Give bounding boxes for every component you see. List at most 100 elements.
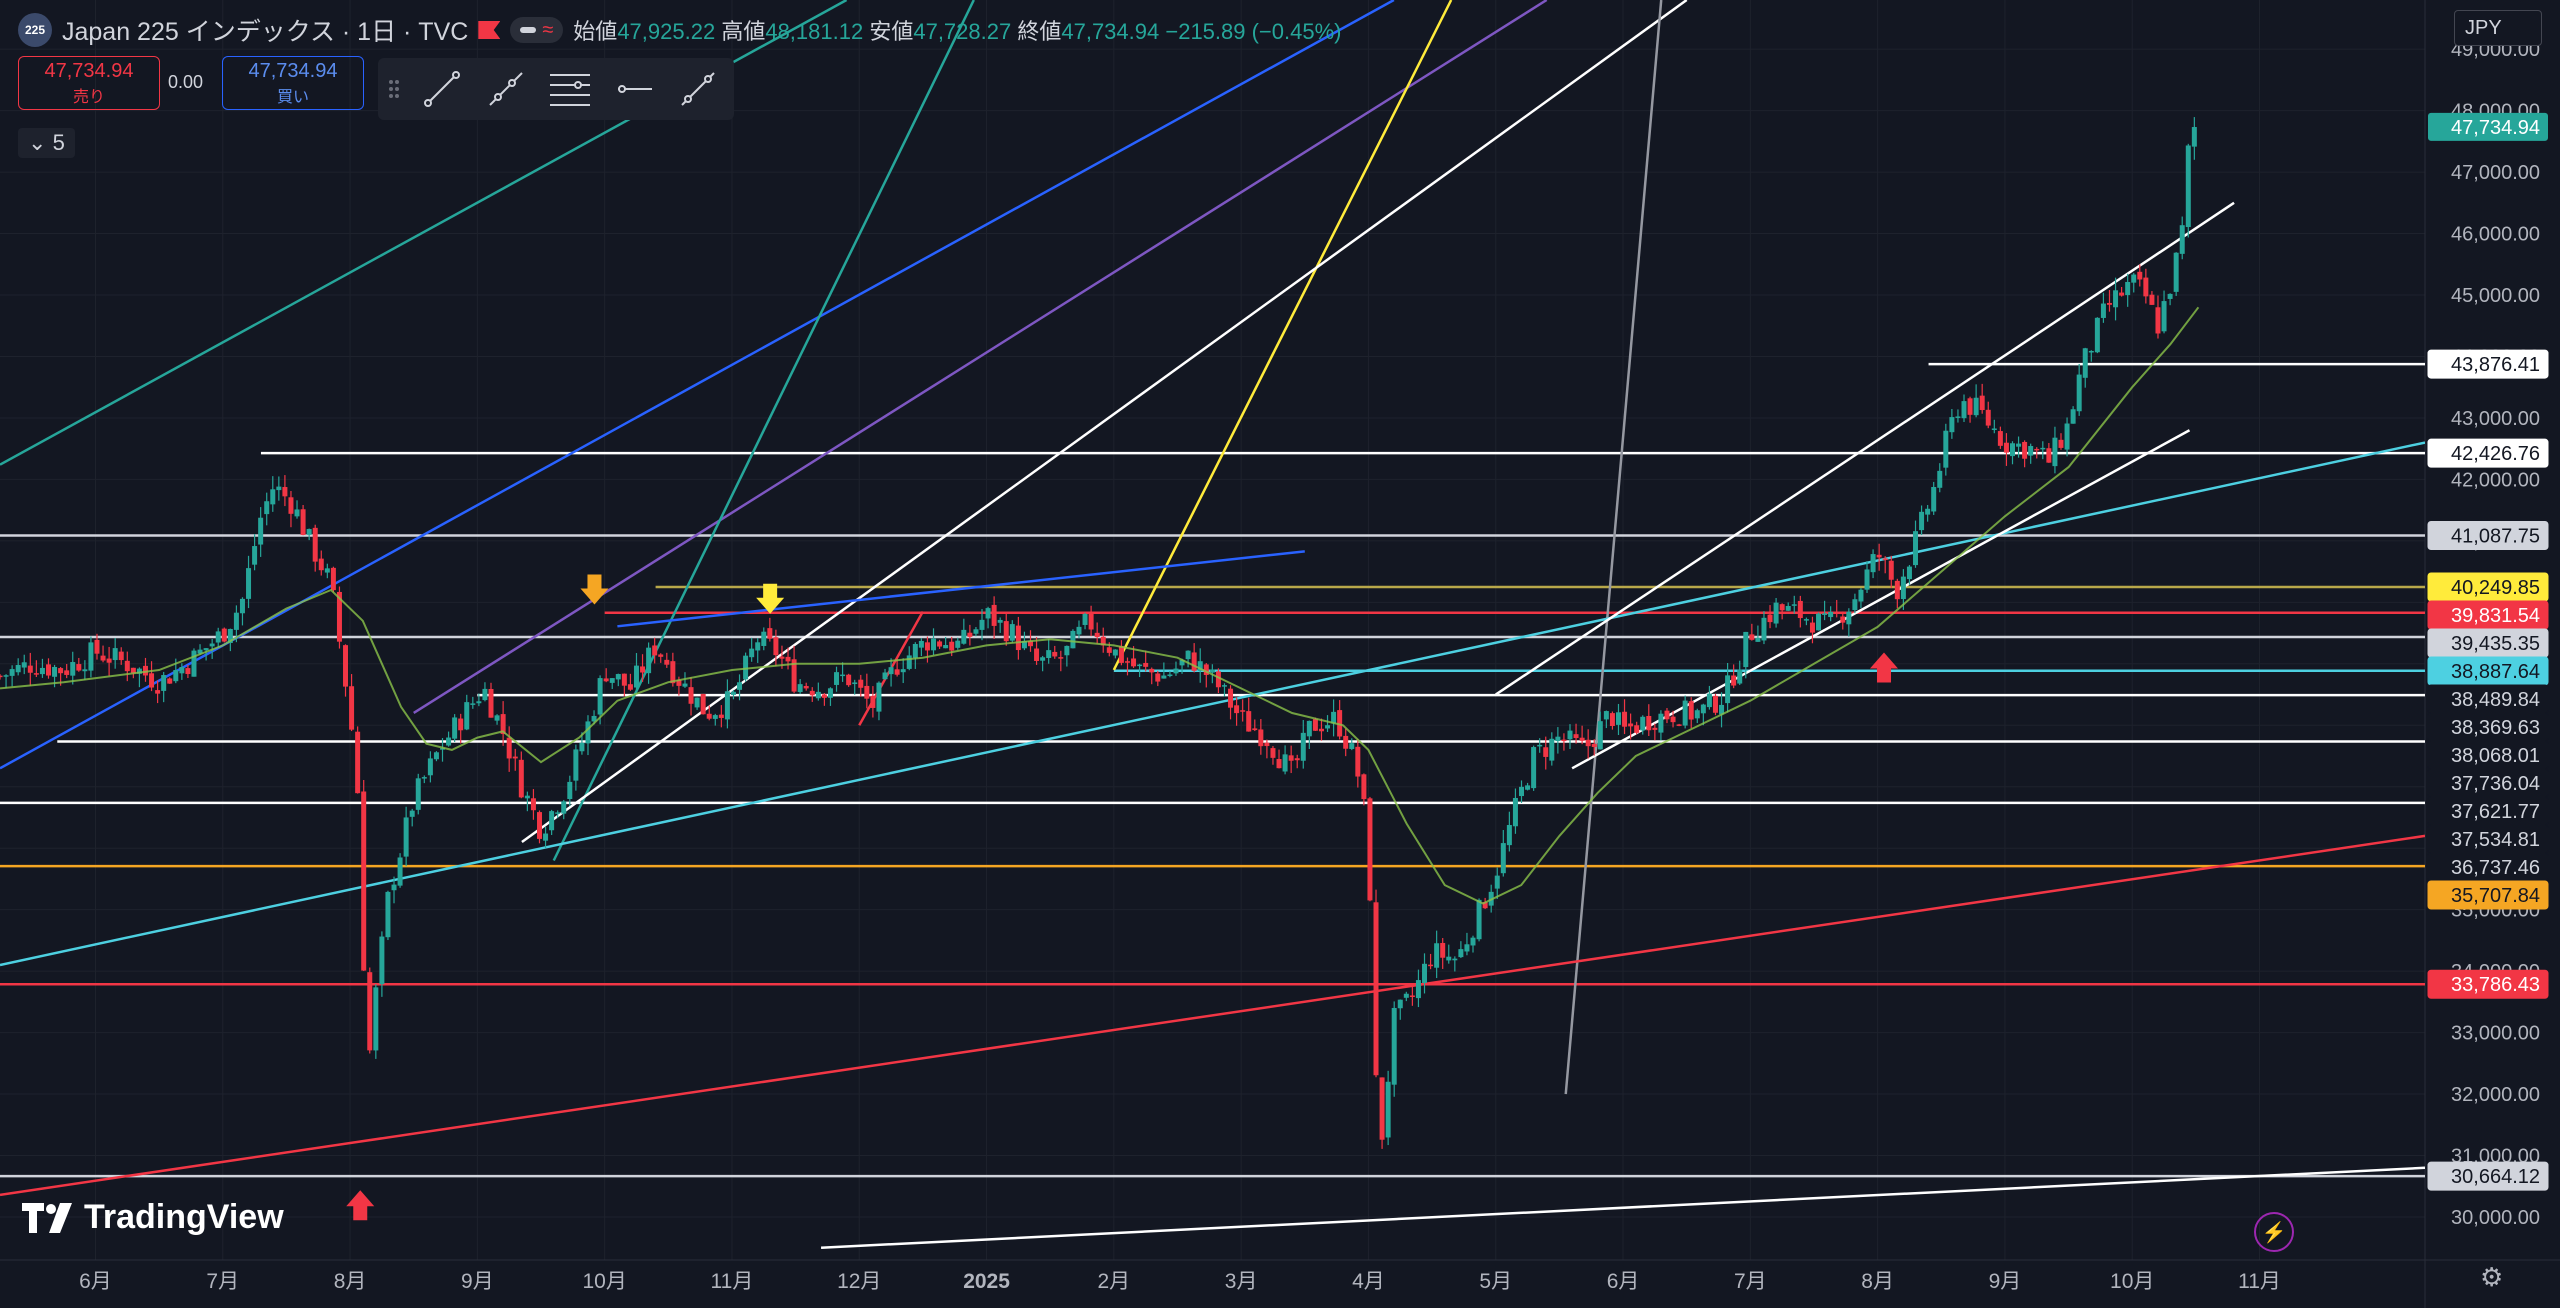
candle-body xyxy=(761,631,767,646)
trend-line[interactable] xyxy=(821,1166,2425,1249)
candle-body xyxy=(1937,470,1943,488)
candle-body xyxy=(652,645,658,656)
candle-body xyxy=(1955,416,1961,418)
trend-line[interactable] xyxy=(1495,201,2235,696)
trend-line[interactable] xyxy=(0,834,2425,1197)
price-label-badge xyxy=(2427,1161,2549,1191)
candle-body xyxy=(15,665,21,673)
arrow-marker[interactable] xyxy=(346,1190,375,1221)
current-price-text: 47,734.94 xyxy=(2451,117,2540,139)
horizontal-lines-icon[interactable] xyxy=(538,58,602,120)
candle-body xyxy=(749,648,755,658)
candle-body xyxy=(1034,648,1040,661)
candle-body xyxy=(1500,843,1506,874)
candle-body xyxy=(1543,747,1549,757)
trend-line[interactable] xyxy=(1564,0,1663,1095)
candle-body xyxy=(906,655,912,669)
candle-body xyxy=(646,647,652,674)
wave-icon[interactable]: ≈ xyxy=(542,19,554,41)
candle-body xyxy=(1131,658,1137,667)
price-axis-label: 33,000.00 xyxy=(2451,1023,2540,1045)
flag-icon[interactable] xyxy=(478,21,501,39)
candle-body xyxy=(1300,732,1306,761)
sell-button[interactable]: 47,734.94 売り xyxy=(18,56,160,110)
candle-body xyxy=(1270,748,1276,758)
drag-handle-icon[interactable] xyxy=(378,58,410,120)
hide-icon[interactable] xyxy=(520,27,537,33)
candle-body xyxy=(294,509,300,517)
candle-body xyxy=(21,662,27,668)
candle-body xyxy=(1391,1007,1397,1085)
candle-body xyxy=(82,669,88,672)
time-axis-label: 12月 xyxy=(837,1270,881,1293)
arrow-marker[interactable] xyxy=(580,574,609,605)
candle-body xyxy=(446,737,452,746)
symbol-logo[interactable]: 225 xyxy=(18,13,52,47)
symbol-title[interactable]: Japan 225 インデックス · 1日 · TVC xyxy=(62,18,469,46)
tradingview-logo[interactable]: TradingView xyxy=(22,1198,284,1237)
candle-body xyxy=(2173,252,2179,292)
candle-body xyxy=(1349,743,1355,749)
candle-body xyxy=(1276,759,1282,769)
candle-body xyxy=(330,567,336,591)
candle-body xyxy=(312,527,318,562)
candle-body xyxy=(767,628,773,639)
arrow-marker[interactable] xyxy=(756,583,785,614)
trend-line[interactable] xyxy=(521,0,1688,844)
candle-body xyxy=(1288,755,1294,761)
trend-line[interactable] xyxy=(1112,0,1453,671)
candle-body xyxy=(1591,743,1597,747)
candle-body xyxy=(1361,774,1367,800)
candle-body xyxy=(1476,899,1482,940)
candle-body xyxy=(2034,448,2040,451)
currency-selector[interactable]: JPY xyxy=(2454,10,2542,46)
candle-body xyxy=(343,645,349,687)
candle-body xyxy=(52,666,58,677)
horizontal-ray-icon[interactable] xyxy=(602,58,666,120)
candle-body xyxy=(1264,742,1270,747)
collapse-indicators-button[interactable]: ⌄ 5 xyxy=(18,128,75,158)
candle-body xyxy=(664,659,670,665)
candle-body xyxy=(573,749,579,781)
candle-body xyxy=(1040,657,1046,661)
candle-body xyxy=(1331,711,1337,724)
extended-line-icon[interactable] xyxy=(666,58,730,120)
trend-line[interactable] xyxy=(1571,429,2191,770)
candle-body xyxy=(100,655,106,661)
arrow-marker[interactable] xyxy=(1869,652,1898,683)
trend-line[interactable] xyxy=(0,441,2425,967)
time-axis-label: 5月 xyxy=(1479,1270,1512,1293)
candle-body xyxy=(1494,875,1500,889)
candle-body xyxy=(45,664,51,676)
trend-line-icon[interactable] xyxy=(410,58,474,120)
candle-body xyxy=(118,651,124,661)
flash-icon[interactable]: ⚡ xyxy=(2254,1212,2294,1252)
candle-body xyxy=(2131,274,2137,283)
gear-icon[interactable]: ⚙ xyxy=(2480,1262,2504,1292)
candle-body xyxy=(2016,443,2022,447)
candle-body xyxy=(2113,290,2119,308)
indicator-toggle[interactable]: ≈ xyxy=(510,17,564,43)
candle-body xyxy=(1094,632,1100,638)
candle-body xyxy=(724,691,730,720)
candle-body xyxy=(1755,637,1761,642)
candle-body xyxy=(809,690,815,696)
price-label-text: 30,664.12 xyxy=(2451,1166,2540,1188)
candle-body xyxy=(161,675,167,691)
candle-body xyxy=(1064,645,1070,656)
candle-body xyxy=(2088,350,2094,353)
trend-line[interactable] xyxy=(617,550,1305,628)
candle-body xyxy=(1749,634,1755,640)
candle-body xyxy=(827,688,833,698)
candle-body xyxy=(1658,713,1664,733)
trend-line[interactable] xyxy=(552,0,975,862)
candle-body xyxy=(3,675,9,677)
candle-body xyxy=(1561,739,1567,742)
buy-button[interactable]: 47,734.94 買い xyxy=(222,56,364,110)
candle-body xyxy=(682,683,688,687)
candle-body xyxy=(0,675,3,678)
candle-body xyxy=(1027,641,1033,647)
candle-body xyxy=(264,501,270,515)
ray-line-icon[interactable] xyxy=(474,58,538,120)
